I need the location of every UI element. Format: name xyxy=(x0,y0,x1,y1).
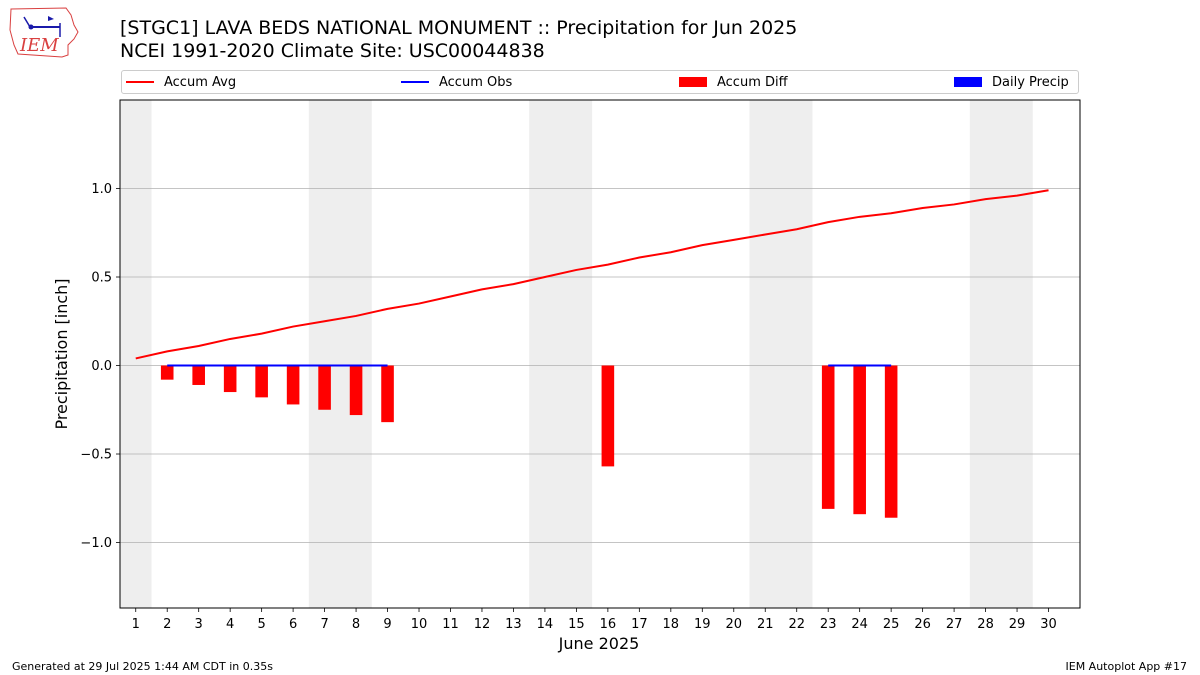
xtick-label-2: 3 xyxy=(195,617,203,632)
accum-diff-bar-day-25 xyxy=(884,365,898,518)
accum-diff-bar-day-7 xyxy=(318,365,331,410)
xtick-label-17: 18 xyxy=(663,617,680,632)
series-lines xyxy=(135,189,1049,367)
xtick-label-0: 1 xyxy=(132,617,140,632)
accum-diff-bar-day-23 xyxy=(821,365,835,509)
x-axis-label: June 2025 xyxy=(558,634,640,653)
accum-diff-bar-day-6 xyxy=(286,365,300,405)
xtick-label-23: 24 xyxy=(851,617,868,632)
legend-swatch-daily-precip xyxy=(954,77,982,87)
legend-item-accum-diff: Accum Diff xyxy=(679,71,788,93)
xtick-label-11: 12 xyxy=(474,617,491,632)
accum-diff-bar-day-24 xyxy=(853,365,866,515)
legend-label-accum-avg: Accum Avg xyxy=(164,74,237,90)
iem-logo: IEM xyxy=(9,7,79,58)
ytick-label-3: 0.5 xyxy=(91,271,112,286)
xtick-label-27: 28 xyxy=(977,617,994,632)
legend-item-accum-avg: Accum Avg xyxy=(126,71,236,93)
weekend-band-2 xyxy=(529,100,593,608)
xtick-label-26: 27 xyxy=(946,617,963,632)
chart-subtitle: NCEI 1991-2020 Climate Site: USC00044838 xyxy=(120,40,545,62)
xtick-label-25: 26 xyxy=(914,617,931,632)
footer-app: IEM Autoplot App #17 xyxy=(1065,660,1188,673)
legend-swatch-accum-avg xyxy=(126,81,154,83)
xtick-label-19: 20 xyxy=(725,617,742,632)
xtick-label-4: 5 xyxy=(257,617,265,632)
legend-swatch-accum-obs xyxy=(401,81,429,83)
y-axis-label: Precipitation [inch] xyxy=(52,278,71,429)
accum-diff-bar-day-16 xyxy=(601,365,615,467)
legend-label-accum-obs: Accum Obs xyxy=(439,74,513,90)
xtick-label-8: 9 xyxy=(383,617,391,632)
xtick-label-24: 25 xyxy=(883,617,900,632)
legend-label-accum-diff: Accum Diff xyxy=(717,74,788,90)
weekend-band-1 xyxy=(308,100,372,608)
legend: Accum Avg Accum Obs Accum Diff Daily Pre… xyxy=(121,70,1079,94)
xtick-label-16: 17 xyxy=(631,617,648,632)
xtick-label-3: 4 xyxy=(226,617,234,632)
xtick-label-7: 8 xyxy=(352,617,360,632)
xtick-label-20: 21 xyxy=(757,617,774,632)
svg-text:IEM: IEM xyxy=(19,35,59,56)
accum-diff-bar-day-3 xyxy=(192,365,205,385)
tick-labels: −1.0−0.50.00.51.01 2 3 4 5 6 7 8 9 10 11 12 13 14 15 16… xyxy=(80,182,1056,632)
accum-diff-bar-day-2 xyxy=(160,365,174,380)
accum-diff-bar-day-8 xyxy=(349,365,363,416)
xtick-label-6: 7 xyxy=(320,617,328,632)
xtick-label-28: 29 xyxy=(1009,617,1026,632)
legend-swatch-accum-diff xyxy=(679,77,707,87)
xtick-label-14: 15 xyxy=(568,617,585,632)
footer-generated: Generated at 29 Jul 2025 1:44 AM CDT in … xyxy=(12,660,273,673)
weekend-band-4 xyxy=(969,100,1033,608)
xtick-label-29: 30 xyxy=(1040,617,1057,632)
xtick-label-18: 19 xyxy=(694,617,711,632)
legend-label-daily-precip: Daily Precip xyxy=(992,74,1069,90)
xtick-label-21: 22 xyxy=(788,617,805,632)
xtick-label-22: 23 xyxy=(820,617,837,632)
accum-diff-bar-day-5 xyxy=(255,365,268,398)
weekend-band-0 xyxy=(120,100,152,608)
xtick-label-10: 11 xyxy=(442,617,459,632)
xtick-label-1: 2 xyxy=(163,617,171,632)
axes xyxy=(116,99,1081,612)
accum-diff-bars xyxy=(160,365,898,518)
accum-diff-bar-day-4 xyxy=(223,365,237,393)
ytick-label-0: −1.0 xyxy=(80,536,112,551)
xtick-label-12: 13 xyxy=(505,617,522,632)
xtick-label-15: 16 xyxy=(600,617,617,632)
legend-item-daily-precip: Daily Precip xyxy=(954,71,1069,93)
accum-diff-bar-day-9 xyxy=(381,365,394,423)
ytick-label-2: 0.0 xyxy=(91,359,112,374)
weekend-band-3 xyxy=(749,100,813,608)
xtick-label-5: 6 xyxy=(289,617,297,632)
weekend-shading xyxy=(120,100,1033,608)
xtick-label-13: 14 xyxy=(537,617,554,632)
ytick-label-1: −0.5 xyxy=(80,448,112,463)
accum-avg-line xyxy=(135,189,1049,360)
plot-frame xyxy=(119,99,1081,609)
chart-title: [STGC1] LAVA BEDS NATIONAL MONUMENT :: P… xyxy=(120,17,798,39)
xtick-label-9: 10 xyxy=(411,617,428,632)
legend-item-accum-obs: Accum Obs xyxy=(401,71,512,93)
ytick-label-4: 1.0 xyxy=(91,182,112,197)
